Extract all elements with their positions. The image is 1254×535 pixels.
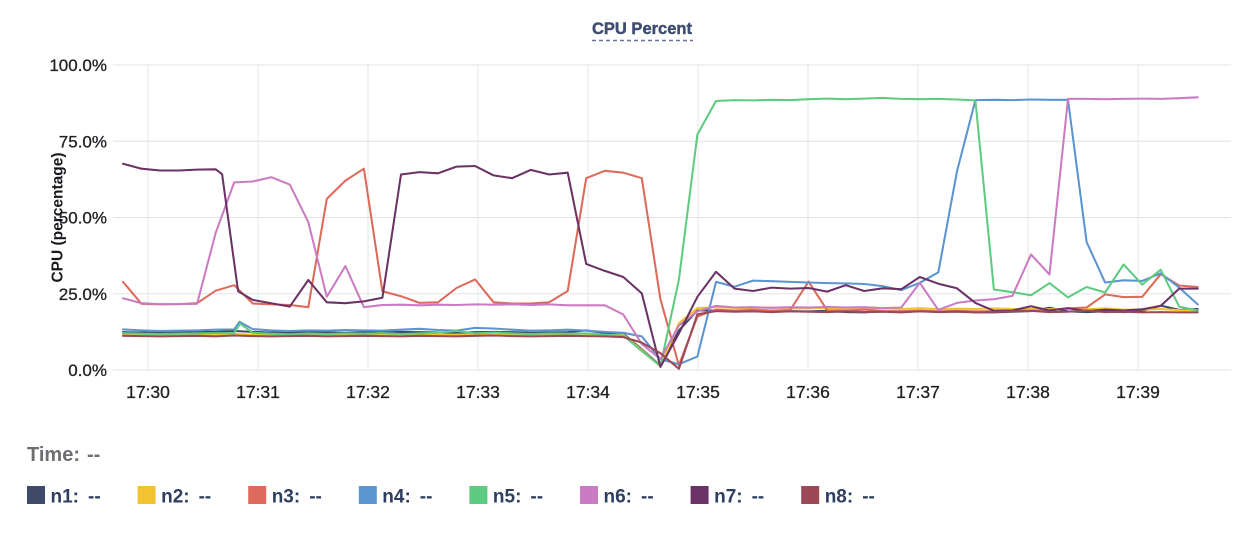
svg-text:Time:: Time: [27,444,80,466]
svg-text:CPU Percent: CPU Percent [592,20,692,38]
svg-text:n4:: n4: [382,487,411,508]
svg-text:n3:: n3: [272,487,301,508]
svg-text:17:39: 17:39 [1116,382,1160,402]
svg-text:--: -- [87,444,100,466]
svg-text:17:35: 17:35 [676,382,720,402]
svg-text:17:37: 17:37 [896,382,940,402]
svg-text:17:31: 17:31 [236,382,280,402]
svg-text:0.0%: 0.0% [68,361,107,380]
svg-text:n6:: n6: [604,487,633,508]
svg-text:--: -- [420,487,433,508]
svg-text:--: -- [309,487,322,508]
svg-text:n5:: n5: [493,487,522,508]
svg-text:17:34: 17:34 [566,382,610,402]
svg-text:--: -- [752,487,765,508]
svg-text:75.0%: 75.0% [59,132,107,151]
svg-text:17:30: 17:30 [126,382,170,402]
svg-text:50.0%: 50.0% [59,209,107,228]
svg-text:n2:: n2: [161,487,190,508]
svg-text:17:32: 17:32 [346,382,390,402]
svg-text:17:36: 17:36 [786,382,830,402]
svg-text:--: -- [862,487,875,508]
svg-text:n1:: n1: [51,487,80,508]
svg-text:--: -- [199,487,212,508]
svg-text:--: -- [88,487,101,508]
svg-text:17:38: 17:38 [1006,382,1050,402]
svg-text:25.0%: 25.0% [59,285,107,304]
svg-text:100.0%: 100.0% [49,56,107,75]
svg-text:--: -- [530,487,543,508]
svg-text:n7:: n7: [714,487,743,508]
svg-text:CPU (percentage): CPU (percentage) [50,152,67,282]
svg-text:n8:: n8: [825,487,854,508]
svg-text:17:33: 17:33 [456,382,500,402]
svg-text:--: -- [641,487,654,508]
